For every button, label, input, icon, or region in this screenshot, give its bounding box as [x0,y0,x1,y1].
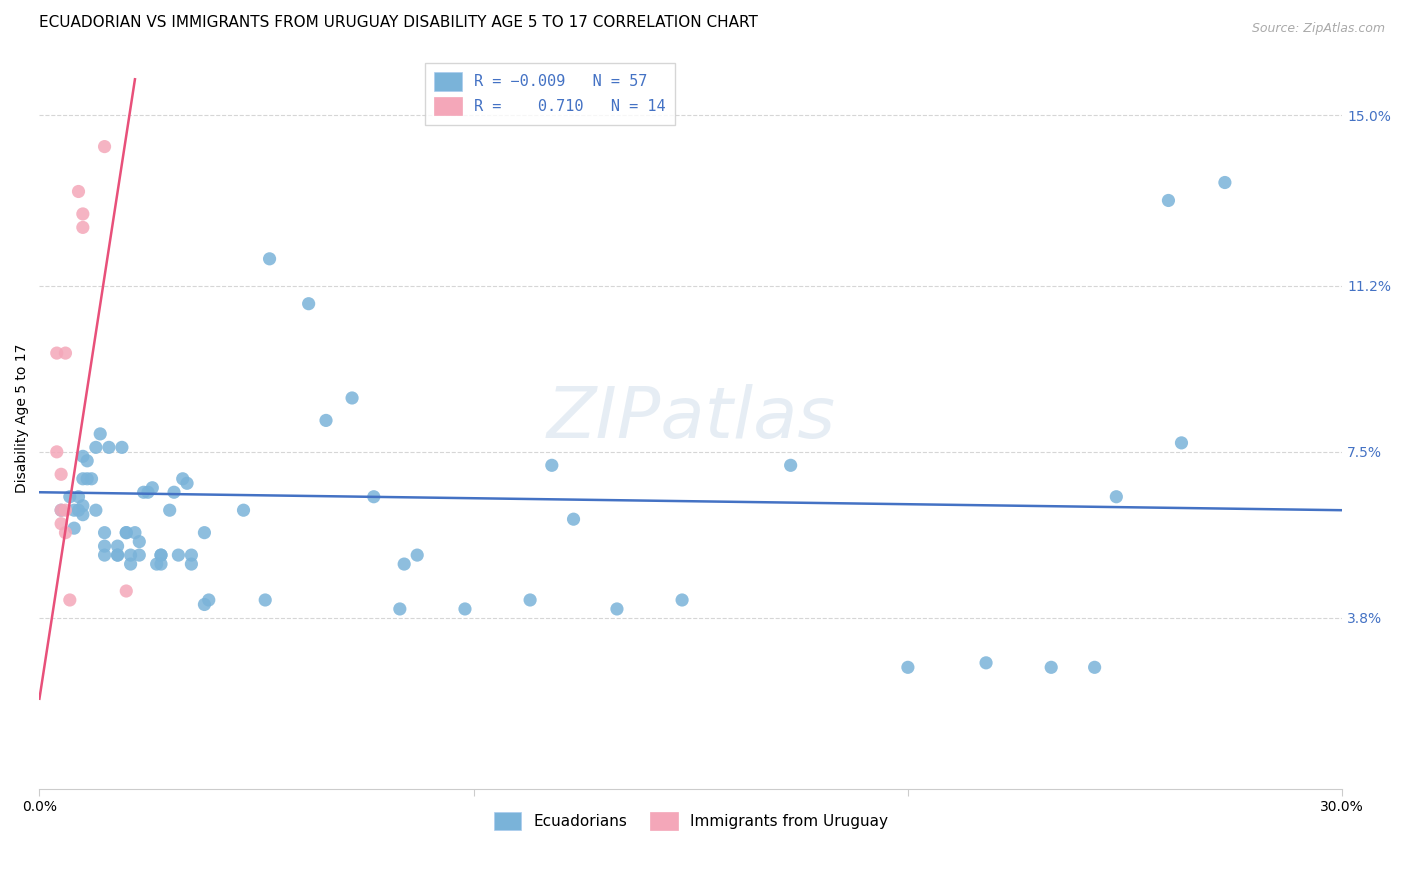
Point [1084,660,1107,674]
Point [1213,176,1236,190]
Point [72,207,94,221]
Point [97,441,120,455]
Point [136,485,159,500]
Point [779,458,801,473]
Point [72,220,94,235]
Point [115,584,138,599]
Point [93,539,115,553]
Point [59,490,82,504]
Point [1157,194,1180,208]
Point [606,602,628,616]
Point [45,445,67,459]
Point [93,548,115,562]
Point [150,557,173,571]
Point [67,490,90,504]
Point [49,516,72,531]
Point [72,472,94,486]
Point [159,503,181,517]
Point [107,548,129,562]
Point [141,481,163,495]
Point [180,557,202,571]
Point [55,503,77,517]
Point [172,472,194,486]
Point [120,557,142,571]
Y-axis label: Disability Age 5 to 17: Disability Age 5 to 17 [15,343,30,493]
Point [63,521,86,535]
Point [540,458,562,473]
Point [59,593,82,607]
Point [120,548,142,562]
Point [363,490,385,504]
Point [72,499,94,513]
Point [197,593,219,607]
Point [1170,435,1192,450]
Point [107,548,129,562]
Point [298,296,321,310]
Point [232,503,254,517]
Point [454,602,477,616]
Point [128,534,150,549]
Point [340,391,363,405]
Point [259,252,281,266]
Legend: Ecuadorians, Immigrants from Uruguay: Ecuadorians, Immigrants from Uruguay [488,805,894,837]
Point [406,548,429,562]
Point [45,346,67,360]
Point [55,525,77,540]
Point [107,539,129,553]
Point [111,441,134,455]
Point [72,450,94,464]
Point [93,525,115,540]
Point [167,548,190,562]
Point [80,472,103,486]
Text: Source: ZipAtlas.com: Source: ZipAtlas.com [1251,22,1385,36]
Point [93,139,115,153]
Point [84,441,107,455]
Point [388,602,411,616]
Point [671,593,693,607]
Point [132,485,155,500]
Point [1040,660,1063,674]
Point [193,598,215,612]
Point [76,454,98,468]
Point [128,548,150,562]
Point [315,413,337,427]
Point [254,593,277,607]
Point [163,485,186,500]
Point [150,548,173,562]
Point [76,472,98,486]
Text: ECUADORIAN VS IMMIGRANTS FROM URUGUAY DISABILITY AGE 5 TO 17 CORRELATION CHART: ECUADORIAN VS IMMIGRANTS FROM URUGUAY DI… [39,15,758,30]
Point [150,548,173,562]
Point [55,346,77,360]
Point [392,557,415,571]
Point [124,525,146,540]
Point [84,503,107,517]
Point [115,525,138,540]
Text: ZIPatlas: ZIPatlas [547,384,835,452]
Point [49,503,72,517]
Point [67,503,90,517]
Point [49,467,72,482]
Point [897,660,920,674]
Point [49,503,72,517]
Point [145,557,167,571]
Point [180,548,202,562]
Point [72,508,94,522]
Point [193,525,215,540]
Point [63,503,86,517]
Point [67,185,90,199]
Point [89,426,111,441]
Point [519,593,541,607]
Point [974,656,997,670]
Point [1105,490,1128,504]
Point [562,512,585,526]
Point [115,525,138,540]
Point [176,476,198,491]
